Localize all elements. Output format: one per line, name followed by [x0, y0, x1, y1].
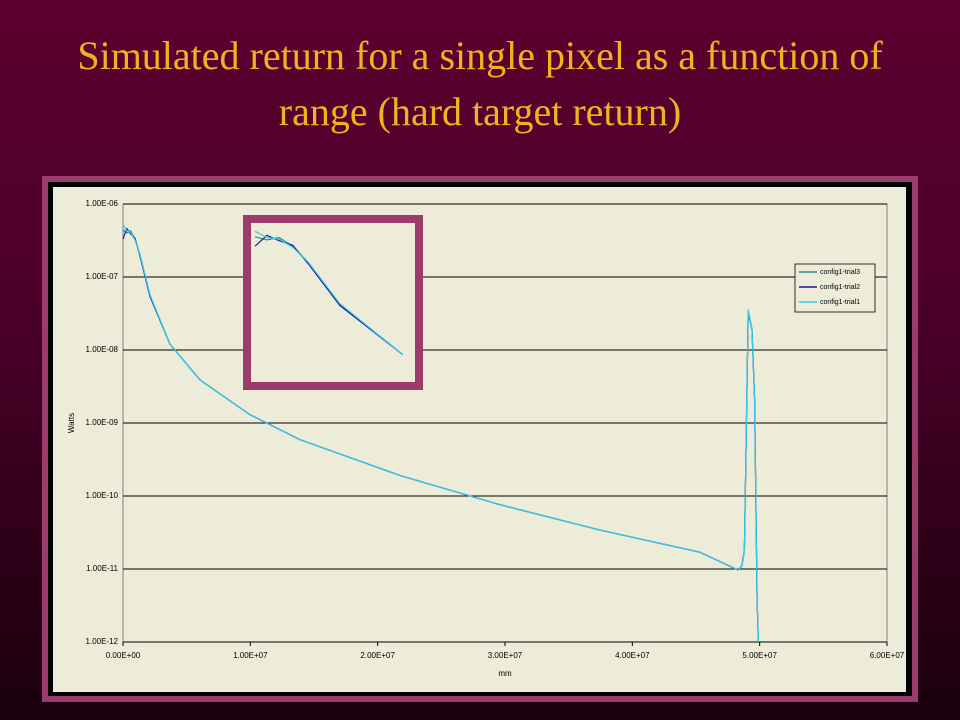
- y-tick-label: 1.00E-06: [86, 199, 119, 208]
- legend-label: config1-trial1: [820, 299, 860, 306]
- inset-line: [254, 234, 403, 355]
- inset-area: [251, 223, 415, 382]
- legend: [794, 263, 876, 313]
- legend-label: config1-trial3: [820, 269, 860, 276]
- x-axis-label: mm: [498, 669, 512, 678]
- x-tick-label: 2.00E+07: [360, 651, 395, 660]
- y-axis-label: Watts: [67, 413, 76, 433]
- y-tick-label: 1.00E-11: [86, 564, 118, 573]
- legend-label: config1-trial2: [820, 284, 860, 291]
- y-tick-label: 1.00E-12: [86, 637, 119, 646]
- y-tick-label: 1.00E-10: [86, 491, 119, 500]
- x-tick-label: 5.00E+07: [742, 651, 777, 660]
- inset-line: [254, 230, 403, 355]
- x-tick-label: 6.00E+07: [870, 651, 905, 660]
- series-line: [122, 224, 759, 643]
- y-tick-label: 1.00E-09: [86, 418, 119, 427]
- slide-title: Simulated return for a single pixel as a…: [77, 33, 883, 134]
- x-tick-label: 0.00E+00: [106, 651, 141, 660]
- y-tick-label: 1.00E-07: [86, 272, 119, 281]
- x-tick-label: 1.00E+07: [233, 651, 268, 660]
- y-tick-label: 1.00E-08: [86, 345, 119, 354]
- x-tick-label: 4.00E+07: [615, 651, 650, 660]
- x-tick-label: 3.00E+07: [488, 651, 523, 660]
